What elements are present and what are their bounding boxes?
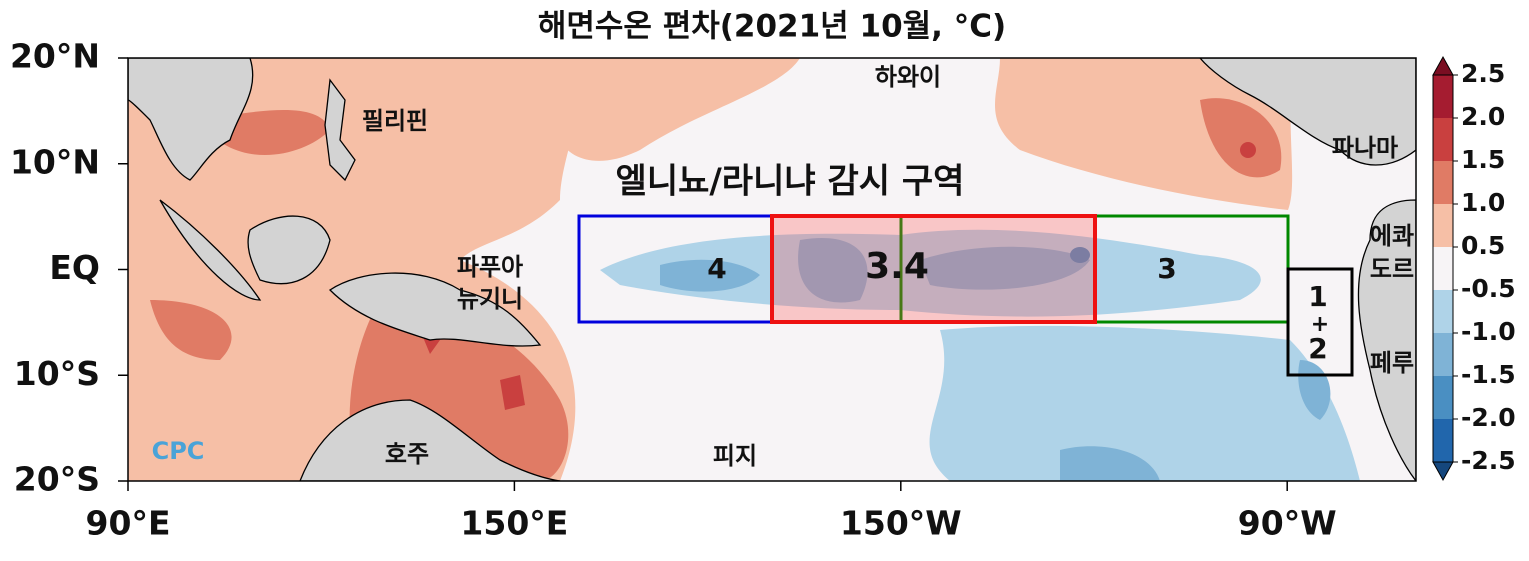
y-tick-label: 10°S [14,354,100,393]
colorbar-over [1432,55,1454,76]
place-label: 호주 [385,440,429,468]
colorbar-label: 1.0 [1461,188,1505,217]
colorbar-label: -0.5 [1461,274,1516,303]
place-label: 페루 [1370,349,1414,377]
colorbar-segment [1433,161,1453,204]
colorbar-segment [1433,290,1453,333]
colorbar-segment [1433,204,1453,247]
y-tick-label: 10°N [10,142,100,181]
colorbar-label: -1.5 [1461,360,1516,389]
region-label: + [1311,312,1329,337]
colorbar-label: -2.5 [1461,446,1516,475]
colorbar-label: 2.0 [1461,102,1505,131]
colorbar-segment [1433,247,1453,290]
colorbar-under [1432,461,1454,482]
place-label: 에콰 [1370,222,1414,250]
colorbar-segment [1433,419,1453,462]
region-label: 1 [1308,280,1327,313]
colorbar-segment [1433,333,1453,376]
region-label: 3.4 [865,246,929,287]
region-label: 3 [1157,252,1176,285]
colorbar-label: -2.0 [1461,403,1516,432]
region-label: 2 [1308,332,1327,365]
colorbar-segment [1433,75,1453,118]
nino12-box [1286,267,1354,377]
place-label: 도르 [1370,255,1414,283]
colorbar-label: 1.5 [1461,145,1505,174]
x-tick-label: 90°E [86,504,171,543]
colorbar-segment [1433,376,1453,419]
region-label: 4 [707,252,726,285]
y-tick-label: EQ [49,248,100,287]
y-tick-label: 20°S [14,460,100,499]
logo: CPC [152,437,205,465]
colorbar-frame [1432,74,1454,463]
x-tick-label: 150°E [460,504,568,543]
place-label: 하와이 [875,63,941,91]
nino34-box [770,214,1097,324]
regions-title: 엘니뇨/라니냐 감시 구역 [616,162,965,202]
colorbar-label: 2.5 [1461,59,1505,88]
nino-regions [577,214,1354,377]
y-tick-label: 20°N [10,37,100,76]
colorbar-segment [1433,118,1453,161]
place-label: 파나마 [1332,134,1398,162]
place-label: 피지 [713,442,757,470]
place-label: 파푸아 [457,253,523,281]
place-label: 뉴기니 [457,285,523,313]
colorbar-label: -1.0 [1461,317,1516,346]
title: 해면수온 편차(2021년 10월, °C) [538,9,1006,45]
x-tick-label: 150°W [840,504,962,543]
colorbar-label: 0.5 [1461,231,1505,260]
x-tick-label: 90°W [1238,504,1337,543]
place-label: 필리핀 [362,107,428,135]
